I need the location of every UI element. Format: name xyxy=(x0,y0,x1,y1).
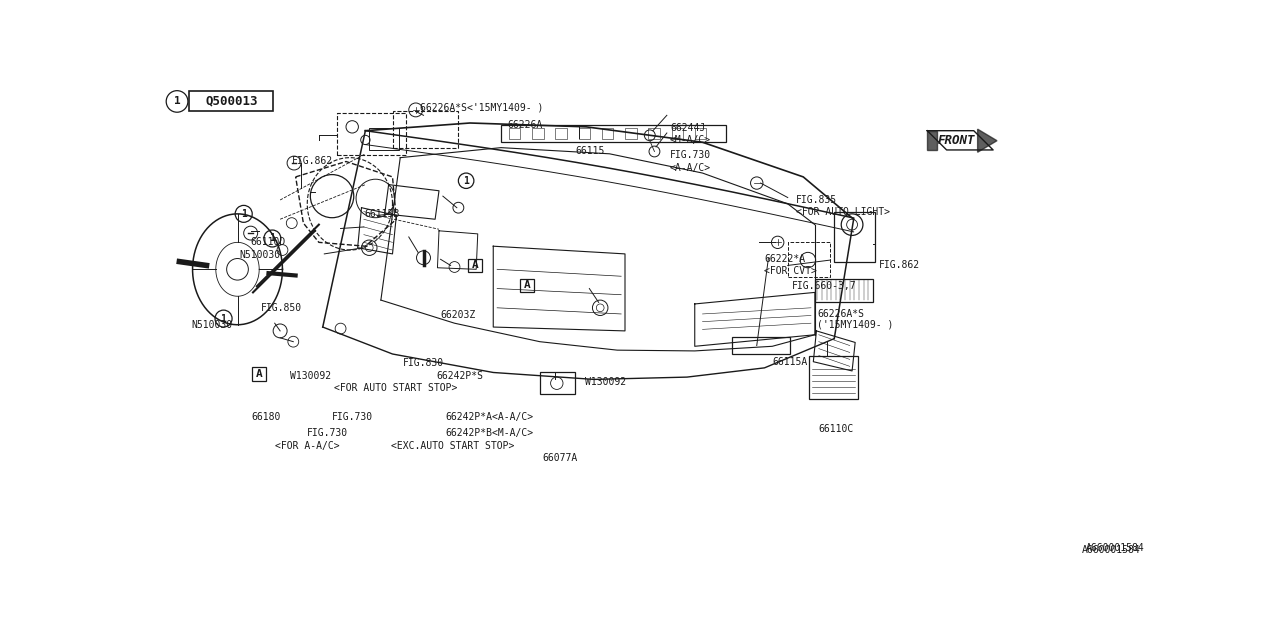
Text: W130092: W130092 xyxy=(291,371,332,381)
Bar xyxy=(532,129,544,139)
Text: 1: 1 xyxy=(220,314,227,324)
Text: A: A xyxy=(256,369,262,379)
Text: FIG.850: FIG.850 xyxy=(261,303,302,313)
Text: FIG.730: FIG.730 xyxy=(669,150,712,161)
Bar xyxy=(508,129,521,139)
Bar xyxy=(369,129,398,150)
Bar xyxy=(500,125,726,142)
Text: <FOR CVT>: <FOR CVT> xyxy=(764,266,818,276)
Text: 66110D: 66110D xyxy=(250,237,285,247)
Text: W130092: W130092 xyxy=(585,377,626,387)
Polygon shape xyxy=(927,131,937,150)
Text: 66110C: 66110C xyxy=(819,424,854,434)
Bar xyxy=(252,367,266,381)
Text: FIG.862: FIG.862 xyxy=(292,157,333,166)
Text: 66226A*S<'15MY1409- ): 66226A*S<'15MY1409- ) xyxy=(420,102,544,113)
Text: N510030: N510030 xyxy=(239,250,280,260)
Text: 66115A: 66115A xyxy=(772,356,808,367)
Text: <EXC.AUTO START STOP>: <EXC.AUTO START STOP> xyxy=(390,442,515,451)
Text: A660001584: A660001584 xyxy=(1083,545,1140,556)
Text: 66115: 66115 xyxy=(576,146,604,156)
Bar xyxy=(521,278,534,292)
Text: <FOR AUTO START STOP>: <FOR AUTO START STOP> xyxy=(334,383,457,393)
Text: FRONT: FRONT xyxy=(937,134,975,147)
Text: <A-A/C>: <A-A/C> xyxy=(669,163,712,173)
Text: FIG.730: FIG.730 xyxy=(332,412,374,422)
Bar xyxy=(672,129,684,139)
Text: 1: 1 xyxy=(463,176,468,186)
Bar xyxy=(393,111,458,148)
Bar xyxy=(835,212,874,262)
Text: FIG.862: FIG.862 xyxy=(879,260,920,271)
Bar xyxy=(602,129,613,139)
Text: <M-A/C>: <M-A/C> xyxy=(669,135,712,145)
Text: FIG.830: FIG.830 xyxy=(403,358,444,368)
Bar xyxy=(579,129,590,139)
Text: A660001584: A660001584 xyxy=(1085,543,1144,553)
Text: Q500013: Q500013 xyxy=(205,95,257,108)
Bar xyxy=(189,92,273,111)
Text: 66077A: 66077A xyxy=(543,453,579,463)
Text: 66115B: 66115B xyxy=(365,209,399,219)
Bar xyxy=(648,129,660,139)
Text: 66242P*S: 66242P*S xyxy=(436,371,484,381)
Polygon shape xyxy=(978,129,997,152)
Text: N510030: N510030 xyxy=(191,320,232,330)
Text: 66226A: 66226A xyxy=(507,120,543,129)
Text: 66242P*B<M-A/C>: 66242P*B<M-A/C> xyxy=(445,428,534,438)
Text: FIG.835: FIG.835 xyxy=(795,195,837,205)
Text: 66180: 66180 xyxy=(251,412,280,422)
Text: ('15MY1409- ): ('15MY1409- ) xyxy=(817,320,893,330)
Text: <FOR AUTO LIGHT>: <FOR AUTO LIGHT> xyxy=(795,207,890,216)
Text: 66222*A: 66222*A xyxy=(764,254,805,264)
Bar xyxy=(540,372,575,394)
Bar xyxy=(732,337,790,354)
Text: 66242P*A<A-A/C>: 66242P*A<A-A/C> xyxy=(445,412,534,422)
Bar xyxy=(556,129,567,139)
Bar xyxy=(815,278,873,301)
Text: FIG.660-3,7: FIG.660-3,7 xyxy=(791,281,856,291)
Text: 1: 1 xyxy=(174,97,180,106)
Text: 66244J: 66244J xyxy=(669,124,705,133)
Text: 66203Z: 66203Z xyxy=(440,310,476,321)
Bar xyxy=(337,113,407,156)
Bar xyxy=(695,129,707,139)
Text: FIG.730: FIG.730 xyxy=(307,428,348,438)
Bar xyxy=(625,129,636,139)
Text: 66226A*S: 66226A*S xyxy=(817,309,864,319)
Bar xyxy=(809,356,858,399)
Bar xyxy=(468,259,483,273)
Text: <FOR A-A/C>: <FOR A-A/C> xyxy=(275,442,339,451)
Text: A: A xyxy=(524,280,531,291)
Text: 1: 1 xyxy=(241,209,247,219)
Bar xyxy=(787,243,831,277)
Text: 1: 1 xyxy=(269,234,275,243)
Text: A: A xyxy=(472,260,479,271)
